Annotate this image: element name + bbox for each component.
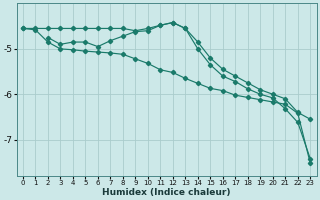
X-axis label: Humidex (Indice chaleur): Humidex (Indice chaleur) [102,188,231,197]
